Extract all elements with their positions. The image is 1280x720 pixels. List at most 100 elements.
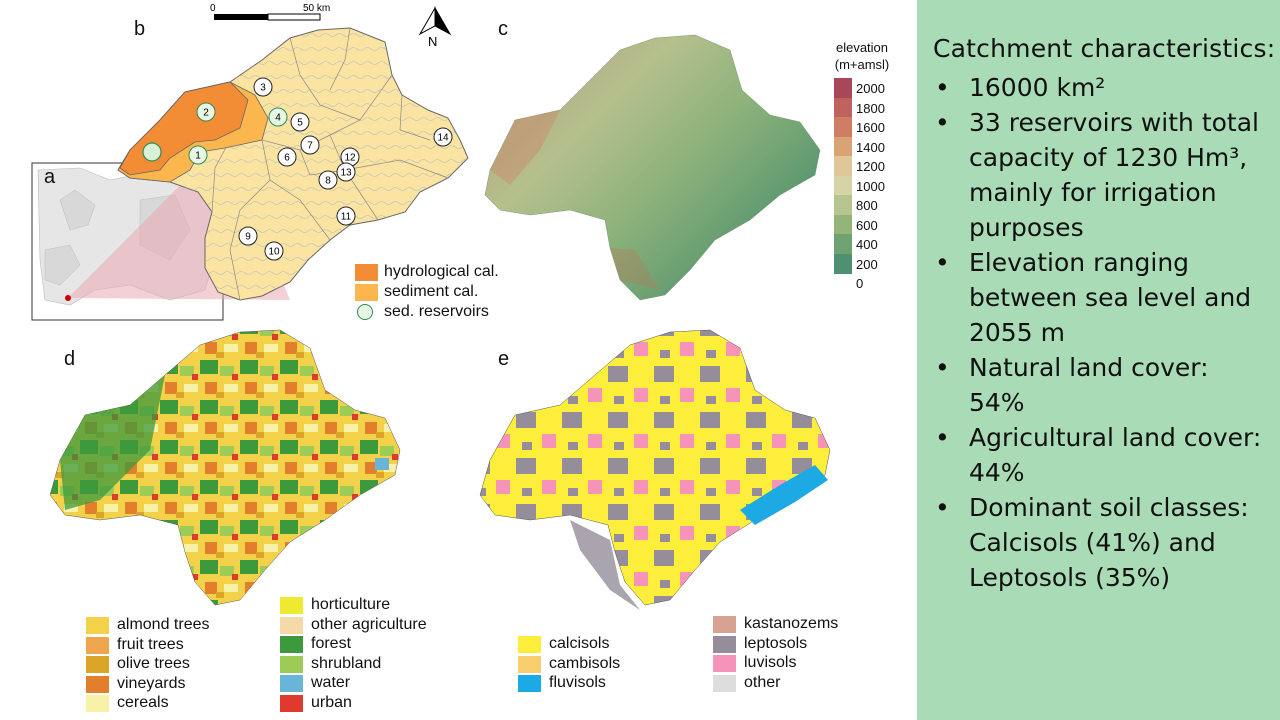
legend-swatch bbox=[355, 264, 378, 281]
elevation-tick-label: 600 bbox=[856, 217, 878, 233]
reservoir-label: 12 bbox=[344, 153, 356, 164]
scale-bar bbox=[214, 13, 321, 21]
info-item: • Elevation ranging between sea level and… bbox=[927, 245, 1272, 350]
elevation-legend-title-1: elevation bbox=[835, 40, 889, 55]
legend-swatch bbox=[355, 284, 378, 301]
bullet-icon: • bbox=[935, 423, 950, 452]
reservoir-circle bbox=[336, 206, 356, 226]
reservoir-circle bbox=[336, 162, 356, 182]
legend-label: horticulture bbox=[311, 596, 391, 613]
reservoir-circle bbox=[196, 102, 216, 122]
info-item-text: Agricultural land cover: 44% bbox=[969, 423, 1262, 487]
reservoir-label: 7 bbox=[307, 141, 313, 152]
panel-letter-c: c bbox=[498, 18, 508, 40]
reservoir-circle bbox=[264, 241, 284, 261]
legend-swatch bbox=[280, 597, 303, 614]
legend-label: vineyards bbox=[117, 674, 186, 692]
elevation-tick-label: 200 bbox=[856, 256, 878, 272]
legend-label: olive trees bbox=[117, 655, 190, 673]
elevation-tick-label: 1000 bbox=[856, 178, 885, 194]
reservoir-label: 2 bbox=[203, 108, 209, 119]
legend-label: fruit trees bbox=[117, 635, 184, 653]
legend-label: other agriculture bbox=[311, 615, 427, 633]
legend-swatch bbox=[280, 655, 303, 673]
reservoir-label: 10 bbox=[268, 247, 280, 258]
legend-label: forest bbox=[311, 635, 352, 653]
legend-swatch bbox=[86, 675, 109, 693]
north-label: N bbox=[428, 34, 437, 49]
info-item-text: 16000 km² bbox=[969, 73, 1106, 102]
map-e-soils bbox=[479, 329, 831, 610]
reservoir-label: 14 bbox=[437, 133, 449, 144]
legend-swatch bbox=[713, 674, 736, 692]
bullet-icon: • bbox=[935, 108, 950, 137]
bullet-icon: • bbox=[935, 248, 950, 277]
legend-swatch bbox=[713, 635, 736, 653]
info-item: • Natural land cover: 54% bbox=[927, 350, 1272, 420]
legend-swatch bbox=[357, 304, 373, 320]
bullet-icon: • bbox=[935, 73, 950, 102]
legend-label: fluvisols bbox=[549, 674, 606, 692]
legend-swatch bbox=[280, 675, 303, 693]
reservoir-label: 5 bbox=[297, 118, 303, 129]
panel-letter-d: d bbox=[64, 348, 76, 370]
info-item: • 33 reservoirs with total capacity of 12… bbox=[927, 105, 1272, 245]
map-c-elevation bbox=[484, 34, 821, 301]
legend-swatch bbox=[86, 636, 109, 654]
legend-label: cereals bbox=[117, 694, 169, 712]
legend-swatch bbox=[280, 616, 303, 634]
reservoir-label: 6 bbox=[284, 153, 290, 164]
legend-label: hydrological cal. bbox=[384, 263, 499, 280]
soil-catchment-shape bbox=[479, 329, 831, 606]
map-d-landuse bbox=[49, 329, 401, 606]
info-item-text: Natural land cover: 54% bbox=[969, 353, 1209, 417]
legend-label: urban bbox=[311, 694, 352, 711]
elevation-color-bin bbox=[834, 78, 852, 98]
reservoir-circle bbox=[253, 77, 273, 97]
legend-label: calcisols bbox=[549, 635, 610, 652]
elevation-color-bin bbox=[834, 175, 852, 196]
reservoir-label: 8 bbox=[325, 176, 331, 187]
legend-swatch bbox=[280, 636, 303, 654]
panel-letter-b: b bbox=[134, 18, 146, 40]
info-panel: Catchment characteristics: • 16000 km² • 33… bbox=[917, 0, 1280, 720]
legend-swatch bbox=[86, 656, 109, 674]
reservoir-circle bbox=[318, 170, 338, 190]
panel-letter-a: a bbox=[44, 166, 56, 188]
info-item-text: 33 reservoirs with total capacity of 123… bbox=[969, 108, 1259, 242]
legend-swatch bbox=[518, 675, 541, 693]
elevation-tick-label: 1800 bbox=[856, 100, 885, 116]
elevation-color-bin bbox=[834, 234, 852, 254]
legend-label: other bbox=[744, 673, 781, 691]
info-item: • Dominant soil classes: Calcisols (41%) … bbox=[927, 490, 1272, 595]
reservoir-circle bbox=[277, 147, 297, 167]
reservoir-label: 11 bbox=[341, 212, 352, 223]
elevation-tick-label: 1400 bbox=[856, 139, 885, 155]
scale-end: 50 km bbox=[303, 3, 330, 14]
legend-label: sediment cal. bbox=[384, 283, 479, 300]
legend-label: luvisols bbox=[744, 654, 797, 672]
info-item-text: Dominant soil classes: Calcisols (41%) a… bbox=[969, 493, 1249, 592]
north-arrow-icon bbox=[418, 6, 452, 36]
elevation-tick-label: 800 bbox=[856, 198, 878, 213]
elevation-tick-label: 1600 bbox=[856, 120, 885, 135]
elevation-legend-title-2: (m+amsl) bbox=[834, 57, 890, 72]
elevation-color-bin bbox=[834, 253, 852, 274]
reservoir-label: 9 bbox=[245, 232, 251, 243]
reservoir-label: 1 bbox=[195, 151, 201, 162]
bullet-icon: • bbox=[935, 493, 950, 522]
landuse-water-patch bbox=[375, 458, 389, 470]
reservoir-circle bbox=[268, 107, 288, 127]
legend-swatch bbox=[280, 695, 303, 712]
legend-label: kastanozems bbox=[744, 615, 839, 632]
legend-swatch bbox=[86, 695, 109, 713]
legend-swatch bbox=[713, 655, 736, 673]
info-item: • Agricultural land cover: 44% bbox=[927, 420, 1272, 490]
elevation-tick-label: 1200 bbox=[856, 159, 885, 174]
reservoir-circle bbox=[433, 127, 453, 147]
elevation-color-bin bbox=[834, 195, 852, 215]
reservoir-label: 4 bbox=[275, 113, 281, 124]
fluvisol-patch bbox=[740, 465, 828, 525]
legend-swatch bbox=[86, 617, 109, 634]
scale-start: 0 bbox=[210, 3, 216, 14]
